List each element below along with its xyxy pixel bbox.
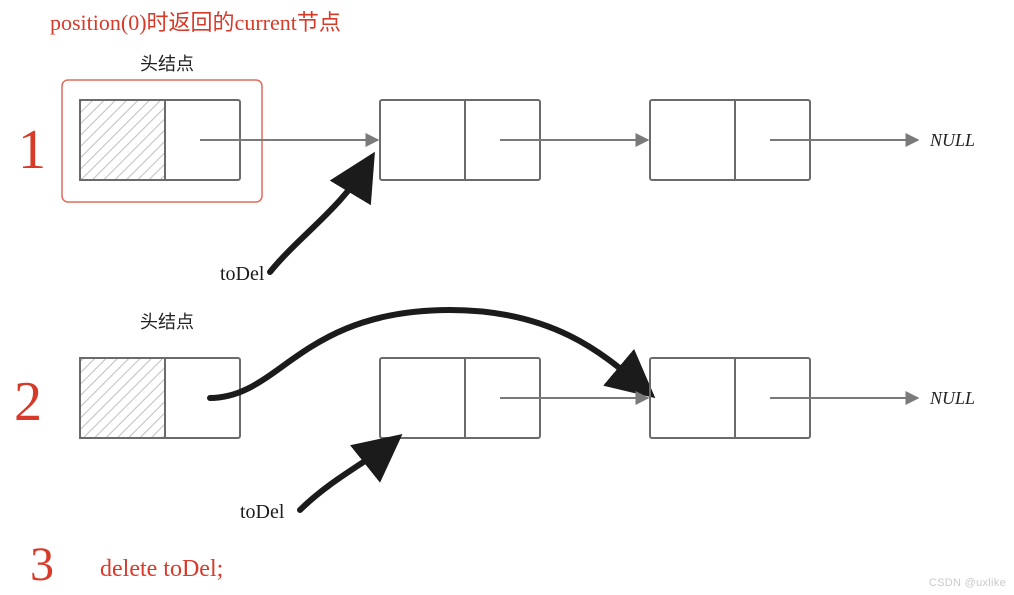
todel-label-2: toDel (240, 501, 285, 523)
head-label-1: 头结点 (140, 54, 194, 74)
todel-label-1: toDel (220, 263, 265, 285)
todel-curve-row1 (270, 160, 370, 272)
step-number-2: 2 (14, 371, 42, 433)
step-number-1: 1 (18, 119, 46, 181)
head-label-2: 头结点 (140, 312, 194, 332)
null-label-1: NULL (929, 130, 975, 150)
null-label-2: NULL (929, 388, 975, 408)
todel-curve-row2 (300, 440, 395, 510)
watermark: CSDN @uxlike (929, 577, 1006, 589)
title-text: position(0)时返回的current节点 (50, 10, 341, 35)
diagram-canvas: position(0)时返回的current节点 头结点 NULL toDel … (0, 0, 1014, 595)
step3-text: delete toDel; (100, 556, 223, 582)
skip-curve-row2 (210, 310, 648, 398)
step-number-3: 3 (30, 538, 54, 591)
